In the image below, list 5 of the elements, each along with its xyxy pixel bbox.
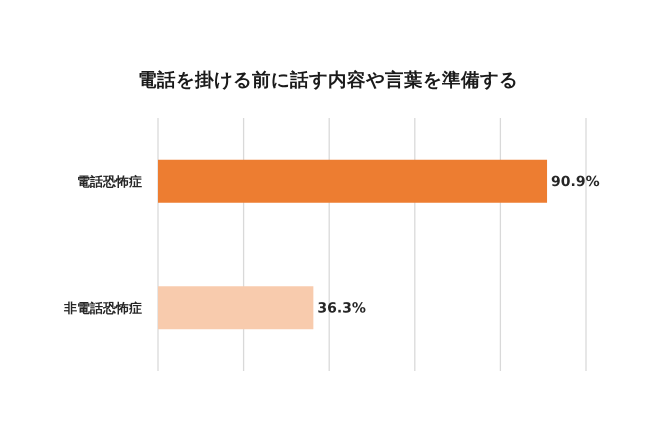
chart-title: 電話を掛ける前に話す内容や言葉を準備する: [137, 68, 519, 92]
y-tick-label: 非電話恐怖症: [63, 300, 142, 316]
data-label: 36.3%: [317, 300, 366, 317]
data-label: 90.9%: [551, 174, 600, 190]
y-tick-label: 電話恐怖症: [77, 174, 142, 190]
